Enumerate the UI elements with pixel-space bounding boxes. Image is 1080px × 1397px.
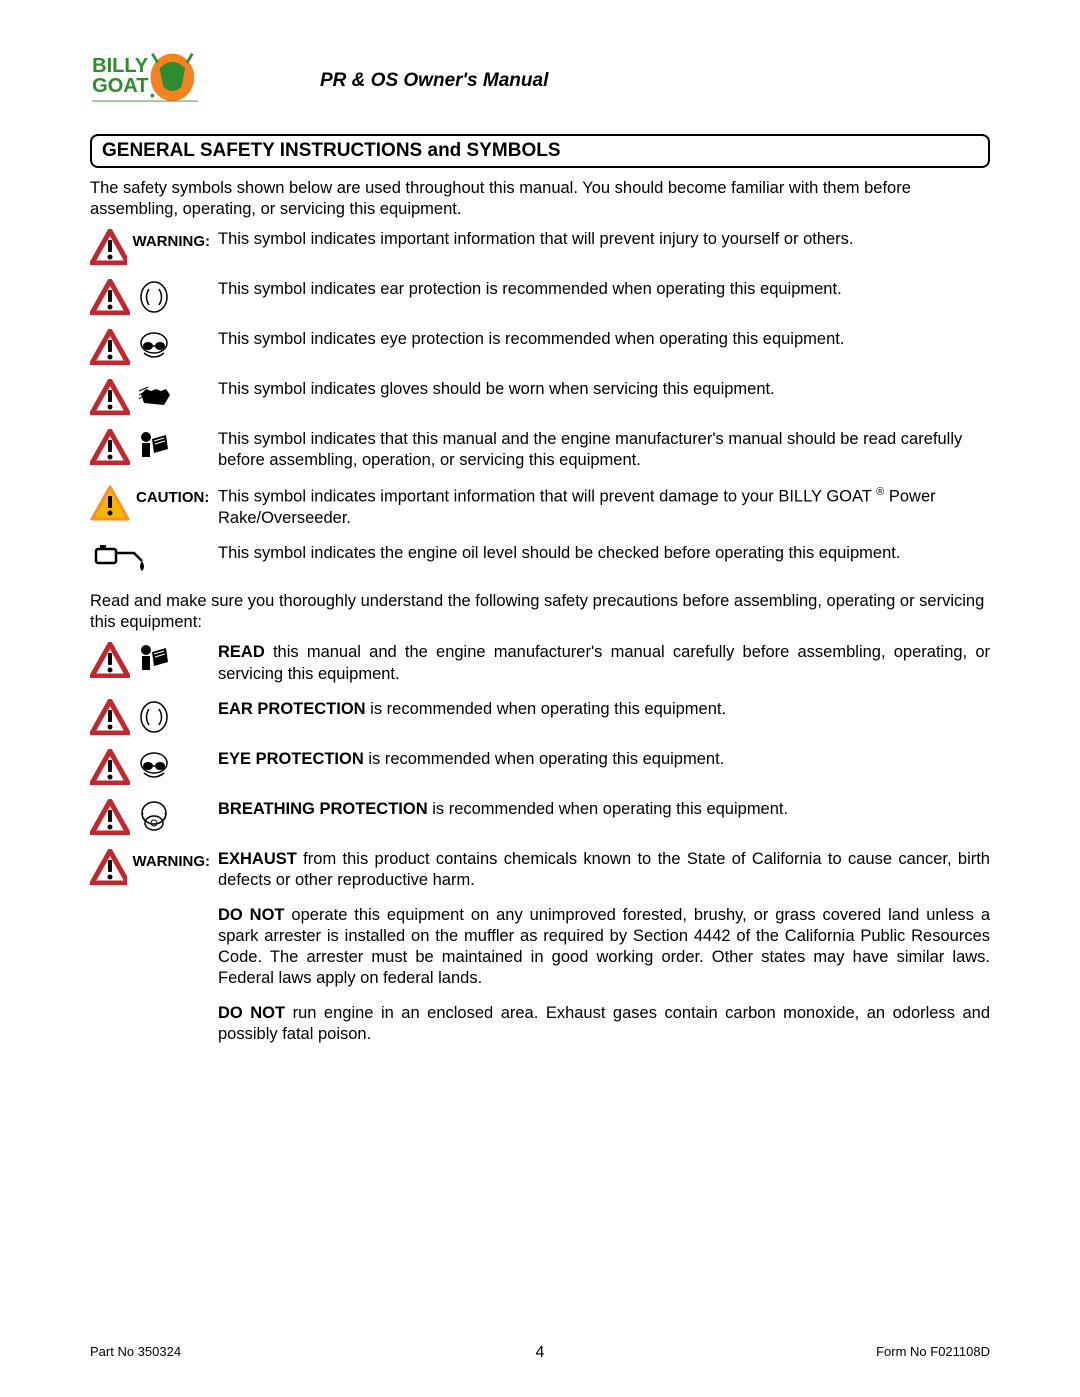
warning-triangle-icon	[90, 229, 127, 265]
intro-paragraph: The safety symbols shown below are used …	[90, 178, 990, 219]
symbol-row-read: This symbol indicates that this manual a…	[90, 429, 990, 471]
warning-triangle-icon	[90, 379, 130, 415]
symbol-text: This symbol indicates that this manual a…	[218, 429, 990, 471]
warning-triangle-icon	[90, 849, 127, 885]
section-title: GENERAL SAFETY INSTRUCTIONS and SYMBOLS	[102, 140, 978, 162]
warning-triangle-icon	[90, 699, 130, 735]
caution-triangle-icon	[90, 485, 130, 521]
precaution-row-eye: EYE PROTECTION is recommended when opera…	[90, 749, 990, 785]
precaution-text: BREATHING PROTECTION is recommended when…	[218, 799, 990, 820]
footer-part-no: Part No 350324	[90, 1344, 181, 1359]
precaution-row-breathing: BREATHING PROTECTION is recommended when…	[90, 799, 990, 835]
warning-donot-operate: DO NOT operate this equipment on any uni…	[218, 905, 990, 989]
caution-label: CAUTION:	[136, 485, 209, 506]
precaution-text: EYE PROTECTION is recommended when opera…	[218, 749, 990, 770]
warning-triangle-icon	[90, 642, 130, 678]
read-manual-icon	[136, 642, 172, 674]
eye-protection-icon	[136, 749, 172, 785]
warning-label: WARNING:	[133, 229, 211, 250]
symbol-text: This symbol indicates important informat…	[218, 229, 990, 250]
symbol-text: This symbol indicates eye protection is …	[218, 329, 990, 350]
manual-title: PR & OS Owner's Manual	[320, 70, 548, 92]
symbol-text: This symbol indicates important informat…	[218, 485, 990, 529]
mid-paragraph: Read and make sure you thoroughly unders…	[90, 591, 990, 632]
precaution-row-ear: EAR PROTECTION is recommended when opera…	[90, 699, 990, 735]
symbol-row-gloves: This symbol indicates gloves should be w…	[90, 379, 990, 415]
ear-protection-icon	[136, 279, 172, 315]
warning-label: WARNING:	[133, 849, 211, 870]
page-header: BILLY GOAT R PR & OS Owner's Manual	[90, 50, 990, 112]
svg-text:BILLY: BILLY	[92, 55, 149, 77]
symbol-row-eye: This symbol indicates eye protection is …	[90, 329, 990, 365]
symbol-text: This symbol indicates ear protection is …	[218, 279, 990, 300]
warning-triangle-icon	[90, 329, 130, 365]
precaution-text: READ this manual and the engine manufact…	[218, 642, 990, 684]
symbol-row-oil: This symbol indicates the engine oil lev…	[90, 543, 990, 577]
warning-triangle-icon	[90, 749, 130, 785]
warning-triangle-icon	[90, 279, 130, 315]
warning-triangle-icon	[90, 429, 130, 465]
svg-text:R: R	[151, 94, 154, 98]
footer-form-no: Form No F021108D	[876, 1344, 990, 1359]
section-title-box: GENERAL SAFETY INSTRUCTIONS and SYMBOLS	[90, 134, 990, 168]
symbol-row-caution: CAUTION: This symbol indicates important…	[90, 485, 990, 529]
warning-exhaust-row: WARNING: EXHAUST from this product conta…	[90, 849, 990, 891]
eye-protection-icon	[136, 329, 172, 365]
read-manual-icon	[136, 429, 172, 461]
warning-text: EXHAUST from this product contains chemi…	[218, 849, 990, 891]
oil-check-icon	[90, 543, 150, 577]
brand-logo: BILLY GOAT R	[90, 50, 200, 112]
precaution-row-read: READ this manual and the engine manufact…	[90, 642, 990, 684]
footer-page-number: 4	[536, 1344, 545, 1362]
symbol-row-ear: This symbol indicates ear protection is …	[90, 279, 990, 315]
warning-triangle-icon	[90, 799, 130, 835]
symbol-row-warning: WARNING: This symbol indicates important…	[90, 229, 990, 265]
symbol-text: This symbol indicates gloves should be w…	[218, 379, 990, 400]
ear-protection-icon	[136, 699, 172, 735]
warning-donot-run: DO NOT run engine in an enclosed area. E…	[218, 1003, 990, 1045]
gloves-icon	[136, 379, 172, 409]
breathing-mask-icon	[136, 799, 172, 835]
page-footer: Part No 350324 4 Form No F021108D	[90, 1344, 990, 1359]
precaution-text: EAR PROTECTION is recommended when opera…	[218, 699, 990, 720]
svg-text:GOAT: GOAT	[92, 75, 149, 97]
symbol-text: This symbol indicates the engine oil lev…	[218, 543, 990, 564]
